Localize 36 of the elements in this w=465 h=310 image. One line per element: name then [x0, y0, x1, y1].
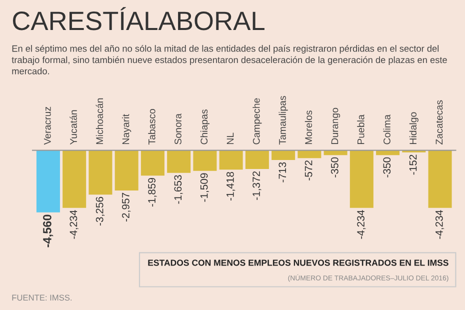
x-tick-label: Nayarit — [122, 114, 132, 144]
x-tick-label: Tabasco — [148, 108, 156, 145]
x-tick-label: Zacatecas — [436, 100, 443, 144]
x-tick-label: Hidalgo — [409, 112, 418, 144]
data-label: -350 — [383, 157, 391, 178]
data-label: -152 — [409, 154, 417, 175]
x-tick-label: Puebla — [357, 114, 364, 144]
data-label: -572 — [304, 160, 312, 180]
text: ESTADOS CON MENOS EMPLEOS NUEVOS REGISTRADOS EN EL IMSS — [148, 260, 448, 266]
data-label: -4,234 — [357, 210, 366, 239]
x-tick-label: Yucatán — [70, 110, 77, 145]
x-tick-label: Veracruz — [44, 106, 51, 145]
data-label: -1,859 — [148, 178, 157, 207]
data-label: -2,957 — [122, 192, 131, 222]
x-tick-label: Tamaulipas — [278, 96, 288, 145]
x-tick-label: Campeche — [252, 98, 262, 144]
data-label: -713 — [278, 162, 286, 182]
x-tick-label: Morelos — [304, 110, 312, 144]
data-label: -3,256 — [96, 196, 104, 226]
data-label: -1,372 — [252, 171, 262, 200]
chart-title: CARESTÍALABORAL — [12, 7, 264, 30]
data-label: -1,509 — [200, 173, 209, 202]
x-tick-label: NL — [226, 132, 234, 144]
source-note: FUENTE: IMSS. — [12, 294, 72, 301]
data-label: -4,560 — [43, 214, 54, 248]
x-tick-label: Durango — [331, 108, 340, 144]
x-tick-label: Michoacán — [96, 98, 104, 144]
x-tick-label: Chiapas — [200, 109, 210, 144]
chart-subtitle: En el séptimo mes del año no sólo la mitad de las entidades del país registraron pérdidas en el sector del trabajo formal, sino también nueve estados presentaron desaceleración de la generación de plazas en este mercado. — [12, 44, 447, 74]
x-tick-label: Colima — [383, 114, 390, 144]
data-label: -1,418 — [226, 172, 236, 201]
data-label: -4,234 — [70, 210, 78, 239]
data-label: -350 — [330, 157, 338, 178]
x-tick-label: Sonora — [174, 113, 182, 144]
data-label: -4,234 — [435, 210, 444, 239]
data-label: -1,653 — [174, 175, 183, 204]
